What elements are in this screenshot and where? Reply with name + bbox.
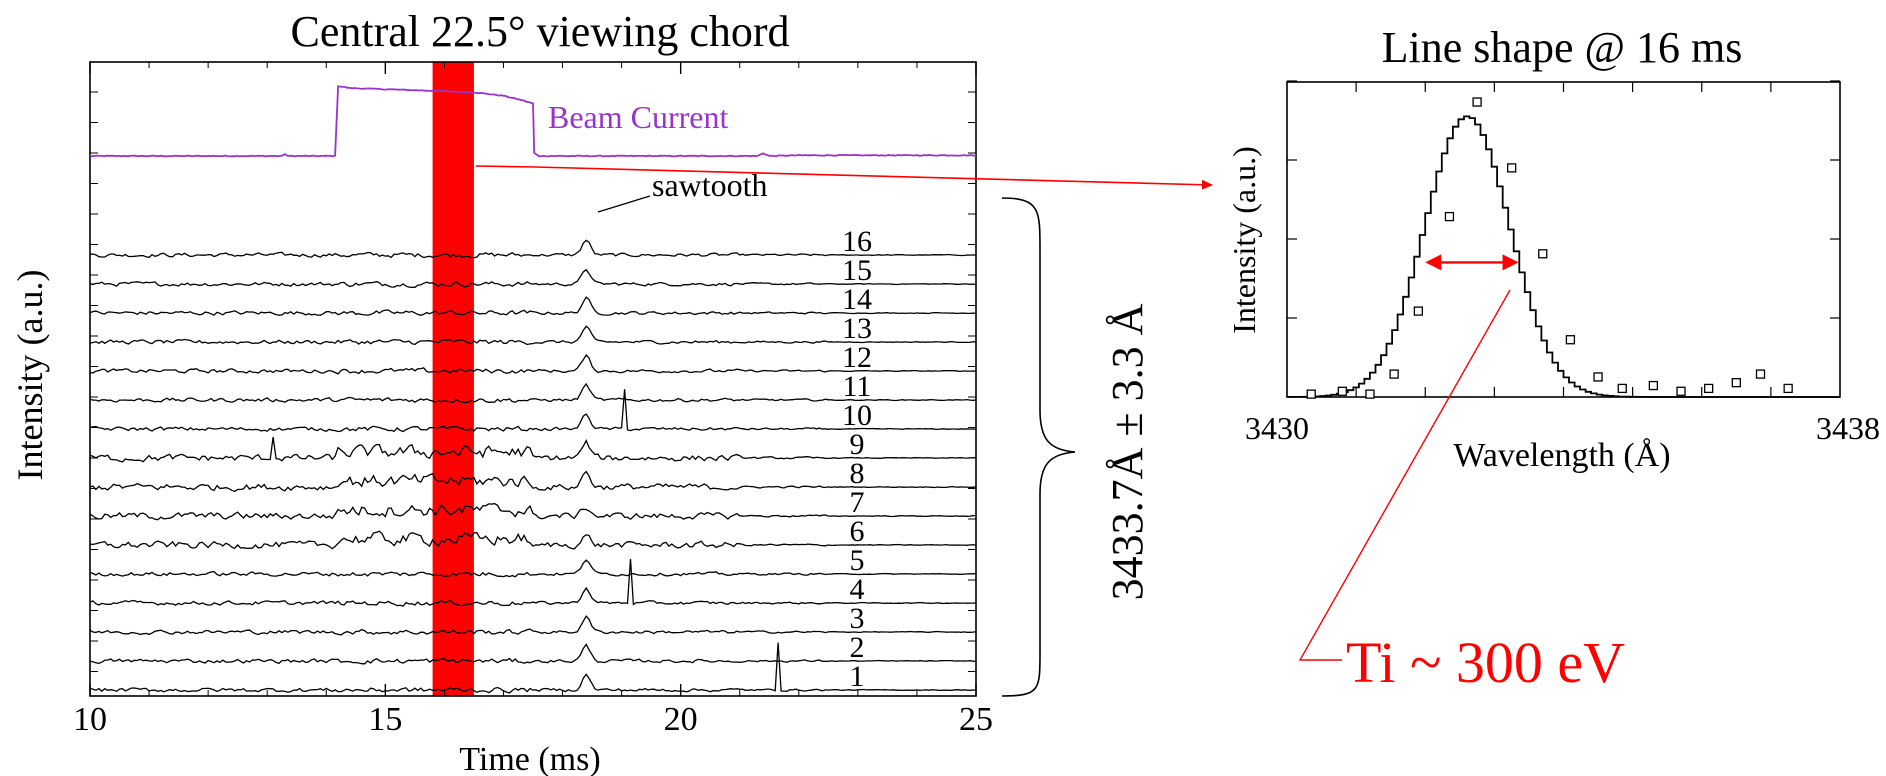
- channel-trace-10: [89, 389, 977, 433]
- channel-trace-2: [89, 643, 977, 665]
- channel-label-1: 1: [850, 660, 865, 693]
- left-chart: Central 22.5° viewing chord 10 15 20 25 161…: [10, 7, 1152, 776]
- lineshape-point: [1704, 383, 1714, 394]
- lineshape-point: [1413, 306, 1423, 316]
- channel-label-13: 13: [842, 312, 872, 345]
- channel-label-7: 7: [850, 486, 865, 519]
- lineshape-point: [1306, 389, 1316, 399]
- left-x-axis-label: Time (ms): [459, 741, 600, 776]
- lineshape-point: [1755, 369, 1766, 379]
- channel-trace-1: [89, 642, 977, 694]
- beam-current-series: [89, 85, 977, 158]
- right-x-ticks: 3430 3438: [1245, 82, 1880, 446]
- lineshape-point: [1731, 378, 1741, 388]
- channel-trace-5: [89, 559, 977, 578]
- lineshape-point: [1676, 386, 1686, 396]
- gaussian-fit-line: [1286, 115, 1840, 398]
- channel-trace-3: [89, 615, 977, 636]
- channel-trace-14: [89, 296, 977, 316]
- channel-label-11: 11: [843, 370, 872, 403]
- channel-label-3: 3: [850, 602, 865, 635]
- channel-trace-6: [89, 530, 977, 550]
- right-chart: Line shape @ 16 ms 3430 3438 Intensity (a…: [1226, 23, 1880, 695]
- channel-brace: [1001, 197, 1076, 697]
- channel-trace-16: [89, 239, 977, 259]
- lineshape-point: [1444, 211, 1455, 222]
- band-to-lineshape-arrow: [475, 165, 1213, 190]
- right-x-tick-label: 3438: [1816, 410, 1880, 446]
- beam-current-line: [89, 85, 977, 158]
- ti-temperature-label: Ti ~ 300 eV: [1346, 630, 1625, 695]
- wavelength-range-label: 3433.7Å ± 3.3 Å: [1103, 303, 1152, 600]
- right-chart-title: Line shape @ 16 ms: [1382, 23, 1743, 72]
- channel-label-14: 14: [842, 283, 872, 316]
- left-plot-frame: [89, 61, 977, 697]
- channel-trace-4: [89, 558, 977, 607]
- sawtooth-pointer: [597, 195, 651, 213]
- right-x-axis-label: Wavelength (Å): [1453, 437, 1670, 474]
- lineshape-point: [1783, 383, 1793, 394]
- channel-trace-11: [89, 382, 977, 404]
- left-chart-title: Central 22.5° viewing chord: [290, 7, 789, 56]
- left-x-tick-label: 20: [664, 701, 698, 738]
- lineshape-point: [1337, 386, 1347, 396]
- fwhm-arrowhead-right: [1502, 254, 1519, 271]
- channel-label-5: 5: [850, 544, 865, 577]
- right-y-ticks: [1287, 80, 1840, 319]
- beam-current-label: Beam Current: [548, 99, 729, 135]
- left-x-tick-label: 25: [959, 701, 993, 738]
- lineshape-points: [1306, 97, 1793, 399]
- lineshape-point: [1507, 163, 1517, 173]
- fwhm-marker: [1425, 254, 1519, 271]
- channel-trace-8: [89, 470, 977, 493]
- channel-label-12: 12: [842, 341, 872, 374]
- channel-trace-12: [89, 353, 977, 375]
- left-x-tick-label: 15: [368, 701, 402, 738]
- left-y-ticks: [90, 91, 976, 672]
- highlight-band: [432, 62, 474, 696]
- channel-trace-7: [89, 502, 977, 521]
- lineshape-point: [1538, 249, 1548, 259]
- channel-label-6: 6: [850, 515, 865, 548]
- ti-leader-line: [1298, 289, 1511, 661]
- left-x-ticks: 10 15 20 25: [73, 62, 993, 738]
- lineshape-point: [1593, 372, 1603, 382]
- channel-trace-13: [89, 325, 976, 346]
- lineshape-point: [1365, 389, 1375, 399]
- channel-label-15: 15: [842, 254, 872, 287]
- right-plot-frame: [1286, 81, 1841, 398]
- lineshape-point: [1648, 380, 1659, 391]
- lineshape-point: [1472, 97, 1482, 107]
- channel-trace-9: [89, 437, 977, 463]
- left-y-axis-label: Intensity (a.u.): [10, 270, 50, 481]
- fwhm-arrowhead-left: [1425, 254, 1442, 271]
- channel-traces: [89, 239, 977, 694]
- channel-label-9: 9: [850, 428, 865, 461]
- channel-label-8: 8: [850, 457, 865, 490]
- lineshape-point: [1565, 335, 1576, 345]
- channel-label-4: 4: [850, 573, 865, 606]
- lineshape-point: [1389, 369, 1399, 379]
- right-x-tick-label: 3430: [1245, 410, 1309, 446]
- right-y-axis-label: Intensity (a.u.): [1226, 146, 1262, 334]
- channel-label-10: 10: [842, 399, 872, 432]
- lineshape-point: [1617, 383, 1627, 394]
- left-x-tick-label: 10: [73, 701, 107, 738]
- channel-label-2: 2: [850, 631, 865, 664]
- channel-trace-15: [89, 268, 977, 288]
- channel-label-16: 16: [842, 225, 872, 258]
